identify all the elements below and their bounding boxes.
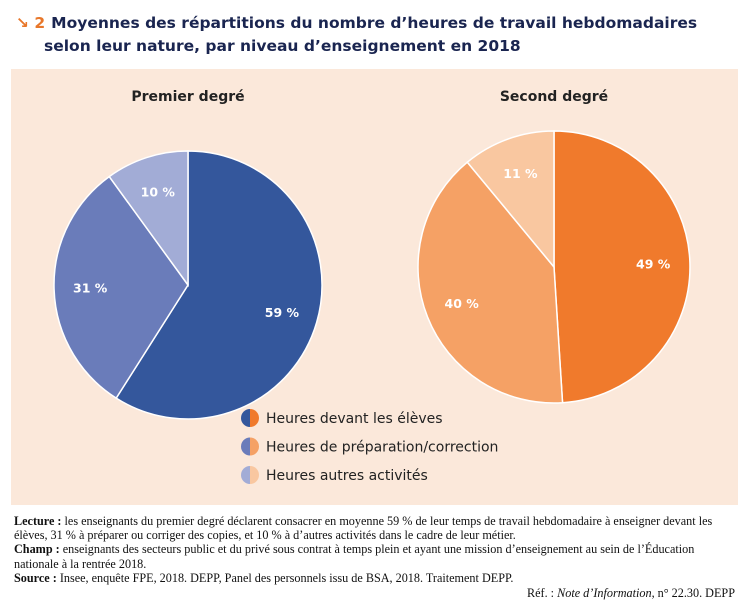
pie-chart-second-degre: Second degré 49 % 40 % 11 % xyxy=(417,89,691,404)
source-note: Source : Insee, enquête FPE, 2018. DEPP,… xyxy=(14,571,739,585)
reference: Réf. : Note d’Information, n° 22.30. DEP… xyxy=(527,586,735,601)
figure-title-text-1: Moyennes des répartitions du nombre d’he… xyxy=(51,14,698,32)
legend-swatch-second xyxy=(250,466,259,484)
champ-text: enseignants des secteurs public et du pr… xyxy=(14,542,695,571)
pie-title: Second degré xyxy=(500,89,608,105)
slice-label-heures-autres-activites: 10 % xyxy=(141,185,176,200)
legend-swatch-premier xyxy=(241,409,250,427)
figure-title-line-1: ↘ 2 Moyennes des répartitions du nombre d… xyxy=(16,12,736,35)
slice-label-heures-autres-activites: 11 % xyxy=(503,166,538,181)
legend: Heures devant les élèves Heures de prépar… xyxy=(241,409,498,484)
slice-label-heures-de-preparation-correction: 31 % xyxy=(73,281,108,296)
legend-label: Heures autres activités xyxy=(266,468,428,484)
legend-item-heures-devant-les-eleves: Heures devant les élèves xyxy=(241,409,443,427)
slice-label-heures-devant-les-eleves: 49 % xyxy=(636,256,671,271)
ref-suffix: , n° 22.30. DEPP xyxy=(651,586,735,600)
slice-label-heures-de-preparation-correction: 40 % xyxy=(445,296,480,311)
ref-publication: Note d’Information xyxy=(557,586,652,600)
source-label: Source : xyxy=(14,570,57,585)
chart-panel: Premier degré 59 % 31 % 10 % Second degré 49 … xyxy=(11,69,738,505)
pie-chart-premier-degre: Premier degré 59 % 31 % 10 % xyxy=(53,89,323,420)
legend-swatch-premier xyxy=(241,466,250,484)
legend-swatch-second xyxy=(250,437,259,456)
legend-item-heures-autres-activites: Heures autres activités xyxy=(241,466,428,484)
figure-title: ↘ 2 Moyennes des répartitions du nombre d… xyxy=(16,12,736,58)
pie-slice-heures-de-preparation-correction xyxy=(53,175,189,400)
source-text: Insee, enquête FPE, 2018. DEPP, Panel de… xyxy=(59,570,514,585)
lecture-note: Lecture : les enseignants du premier deg… xyxy=(14,514,739,542)
legend-label: Heures de préparation/correction xyxy=(266,440,498,456)
figure-number: ↘ 2 xyxy=(16,14,46,32)
pie-slice-heures-autres-activites xyxy=(466,130,555,270)
lecture-text: les enseignants du premier degré déclare… xyxy=(14,514,713,543)
pie-title: Premier degré xyxy=(131,89,244,105)
chart-notes: Lecture : les enseignants du premier deg… xyxy=(14,514,739,585)
pie-slice-heures-devant-les-eleves xyxy=(115,150,323,420)
figure-title-line-2: selon leur nature, par niveau d’enseigne… xyxy=(44,37,521,55)
slice-label-heures-devant-les-eleves: 59 % xyxy=(265,305,300,320)
pie-slice-heures-de-preparation-correction xyxy=(417,161,564,404)
pie-slice-heures-autres-activites xyxy=(108,150,189,288)
champ-label: Champ : xyxy=(14,542,60,557)
pie-slice-heures-devant-les-eleves xyxy=(553,130,691,404)
legend-label: Heures devant les élèves xyxy=(266,411,443,427)
champ-note: Champ : enseignants des secteurs public … xyxy=(14,542,739,570)
pie-charts: Premier degré 59 % 31 % 10 % Second degré 49 … xyxy=(53,89,691,484)
ref-prefix: Réf. : xyxy=(526,586,555,600)
legend-swatch-second xyxy=(250,409,259,427)
legend-swatch-premier xyxy=(241,437,250,456)
lecture-label: Lecture : xyxy=(14,514,62,528)
legend-item-heures-de-preparation-correction: Heures de préparation/correction xyxy=(241,437,498,456)
